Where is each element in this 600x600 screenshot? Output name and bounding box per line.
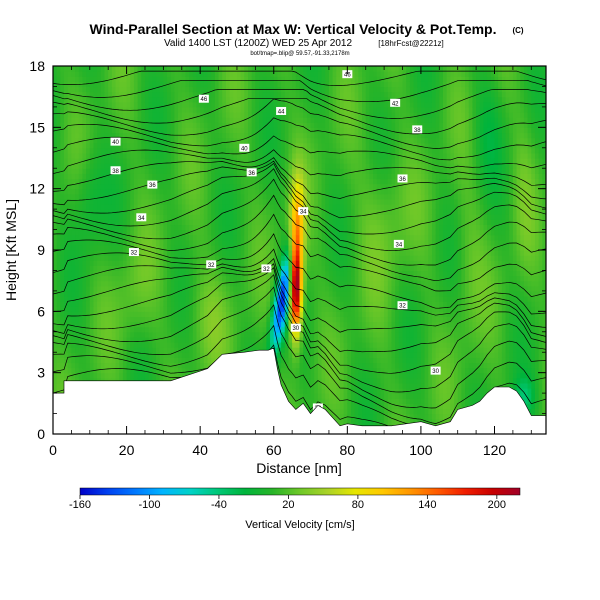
isentrope-label: 32 bbox=[261, 264, 272, 273]
isentrope-line bbox=[53, 135, 546, 169]
isentrope-line bbox=[53, 248, 546, 316]
y-tick-label: 18 bbox=[29, 58, 45, 74]
x-tick-label: 20 bbox=[119, 442, 135, 458]
isentrope-label: 40 bbox=[110, 137, 121, 146]
isentrope-label: 36 bbox=[147, 180, 158, 189]
y-tick-label: 0 bbox=[37, 426, 45, 442]
isentrope-label: 32 bbox=[206, 260, 217, 269]
velocity-field bbox=[53, 66, 546, 434]
x-tick-label: 60 bbox=[266, 442, 282, 458]
isentrope-label: 38 bbox=[412, 125, 423, 134]
isentrope-line bbox=[53, 79, 546, 103]
isentrope-label: 44 bbox=[276, 106, 287, 115]
y-tick-label: 15 bbox=[29, 119, 45, 135]
x-axis-label: Distance [nm] bbox=[256, 460, 342, 476]
isentrope-line bbox=[53, 149, 546, 186]
isentrope-label: 42 bbox=[390, 98, 401, 107]
chart-title: Wind-Parallel Section at Max W: Vertical… bbox=[89, 21, 496, 37]
isentrope-label: 30 bbox=[430, 366, 441, 375]
chart-subtitle-tag: [18hrFcst@2221z] bbox=[378, 39, 443, 48]
isentrope-label: 30 bbox=[290, 323, 301, 332]
isentrope-line bbox=[53, 98, 546, 149]
isentrope-line bbox=[53, 286, 546, 409]
isentrope-label: 32 bbox=[128, 248, 139, 257]
x-tick-label: 40 bbox=[192, 442, 208, 458]
isentrope-line bbox=[53, 160, 546, 219]
isentrope-line bbox=[53, 70, 546, 86]
isentrope-line bbox=[53, 258, 546, 333]
isentrope-label: 32 bbox=[397, 301, 408, 310]
isentrope-line bbox=[53, 168, 546, 252]
isentrope-line bbox=[53, 263, 546, 353]
y-tick-label: 9 bbox=[37, 242, 45, 258]
isentrope-label: 34 bbox=[136, 213, 147, 222]
isentrope-label: 36 bbox=[246, 168, 257, 177]
isentrope-line bbox=[53, 213, 546, 292]
colorbar-tick-label: -100 bbox=[138, 499, 160, 511]
isentrope-line bbox=[53, 89, 546, 119]
isentrope-line bbox=[53, 157, 546, 200]
y-tick-label: 12 bbox=[29, 181, 45, 197]
isentrope-line bbox=[53, 98, 546, 135]
x-tick-label: 100 bbox=[409, 442, 433, 458]
y-axis-label: Height [Kft MSL] bbox=[3, 199, 19, 301]
isentrope-line bbox=[53, 304, 546, 424]
isentrope-label: 46 bbox=[342, 70, 353, 79]
isentrope-label: 38 bbox=[110, 166, 121, 175]
colorbar-tick-label: 140 bbox=[418, 499, 436, 511]
chart-title-mark: (C) bbox=[512, 26, 523, 35]
isentrope-label: 34 bbox=[298, 207, 309, 216]
x-tick-label: 120 bbox=[483, 442, 507, 458]
isentrope-label: 34 bbox=[393, 239, 404, 248]
x-tick-label: 0 bbox=[49, 442, 57, 458]
chart-subtitle: Valid 1400 LST (1200Z) WED 25 Apr 2012 bbox=[164, 38, 353, 49]
isentrope-line bbox=[53, 162, 546, 235]
y-tick-label: 3 bbox=[37, 365, 45, 381]
isentrope-line bbox=[53, 194, 546, 282]
isentrope-label: 46 bbox=[198, 94, 209, 103]
colorbar-tick-label: 20 bbox=[282, 499, 294, 511]
y-tick-label: 6 bbox=[37, 303, 45, 319]
colorbar-tick-label: 80 bbox=[352, 499, 364, 511]
colorbar-tick-label: -40 bbox=[211, 499, 227, 511]
colorbar-tick-label: -160 bbox=[69, 499, 91, 511]
isentrope-line bbox=[53, 117, 546, 161]
isentrope-label: 40 bbox=[239, 143, 250, 152]
isentrope-labels: 46 46 44 42 40 40 38 38 36 36 36 34 34 34 32 32 32 32 30 30… bbox=[110, 70, 441, 412]
chart-subtitle-2: bot/tmap=.blip@ 59.57,-91.33,2178m bbox=[250, 51, 349, 57]
terrain-mask bbox=[53, 347, 546, 434]
colorbar bbox=[79, 487, 521, 496]
colorbar-label: Vertical Velocity [cm/s] bbox=[245, 519, 354, 531]
isentrope-lines bbox=[53, 70, 546, 434]
isentrope-label: 36 bbox=[397, 174, 408, 183]
colorbar-tick-label: 200 bbox=[488, 499, 506, 511]
x-tick-label: 80 bbox=[340, 442, 356, 458]
